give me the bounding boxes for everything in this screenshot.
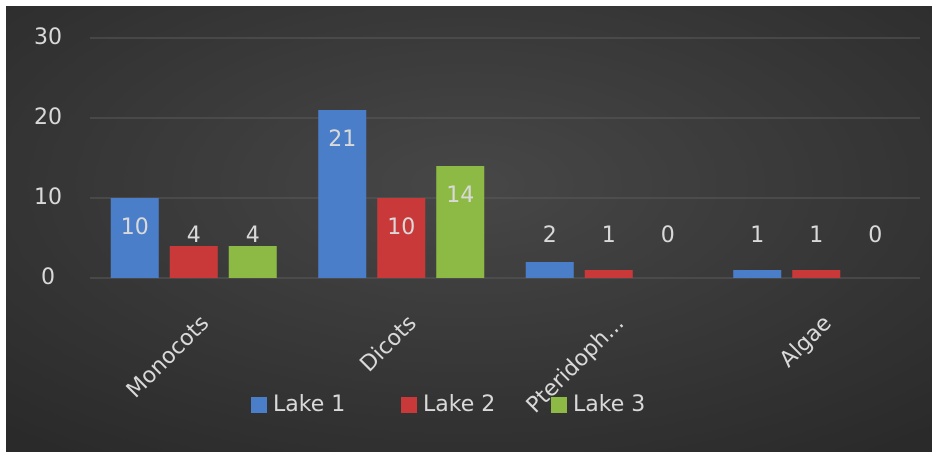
data-label: 21 bbox=[328, 127, 356, 152]
data-label: 0 bbox=[868, 223, 882, 248]
legend-label: Lake 1 bbox=[273, 392, 345, 417]
bar bbox=[110, 198, 159, 278]
legend-swatch bbox=[551, 397, 567, 413]
data-label: 0 bbox=[661, 223, 675, 248]
y-tick-label: 30 bbox=[34, 25, 62, 50]
data-label: 4 bbox=[246, 223, 260, 248]
bar bbox=[584, 270, 633, 278]
bar bbox=[377, 198, 426, 278]
y-tick-label: 20 bbox=[34, 105, 62, 130]
legend-swatch bbox=[401, 397, 417, 413]
bar bbox=[228, 246, 277, 278]
legend-swatch bbox=[251, 397, 267, 413]
legend-label: Lake 2 bbox=[423, 392, 495, 417]
bar bbox=[318, 110, 367, 278]
data-label: 14 bbox=[446, 183, 474, 208]
bar bbox=[792, 270, 841, 278]
y-tick-label: 10 bbox=[34, 185, 62, 210]
data-label: 4 bbox=[187, 223, 201, 248]
data-label: 1 bbox=[809, 223, 823, 248]
data-label: 1 bbox=[750, 223, 764, 248]
y-tick-label: 0 bbox=[41, 265, 55, 290]
data-label: 10 bbox=[121, 215, 149, 240]
legend-label: Lake 3 bbox=[573, 392, 645, 417]
data-label: 1 bbox=[602, 223, 616, 248]
bar bbox=[436, 166, 485, 278]
bar bbox=[525, 262, 574, 278]
data-label: 10 bbox=[387, 215, 415, 240]
bar bbox=[169, 246, 218, 278]
data-label: 2 bbox=[543, 223, 557, 248]
bar bbox=[733, 270, 782, 278]
